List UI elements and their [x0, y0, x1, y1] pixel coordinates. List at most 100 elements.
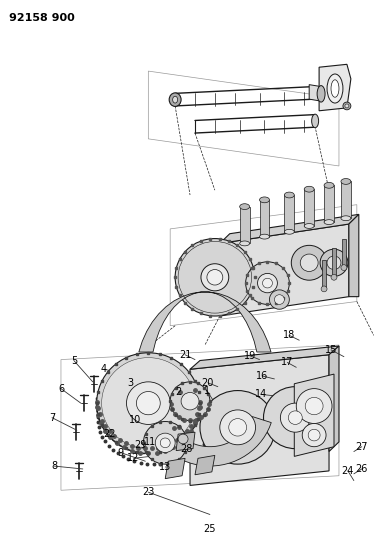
Ellipse shape [240, 204, 250, 209]
Polygon shape [319, 64, 351, 111]
Polygon shape [190, 346, 339, 369]
Circle shape [207, 270, 223, 285]
Text: 24: 24 [342, 466, 354, 476]
Polygon shape [324, 185, 334, 222]
Polygon shape [284, 195, 294, 232]
Circle shape [126, 382, 170, 424]
Text: 21: 21 [179, 350, 191, 360]
Ellipse shape [341, 179, 351, 184]
Circle shape [263, 386, 327, 449]
Polygon shape [349, 214, 359, 297]
Circle shape [327, 256, 341, 270]
Text: 15: 15 [325, 345, 337, 355]
Ellipse shape [304, 187, 314, 192]
Circle shape [280, 403, 310, 432]
Ellipse shape [324, 182, 334, 188]
Ellipse shape [284, 229, 294, 234]
Text: 11: 11 [144, 437, 156, 447]
Circle shape [102, 358, 195, 449]
Text: 20: 20 [202, 378, 214, 388]
Circle shape [341, 265, 347, 271]
Text: 28: 28 [180, 443, 192, 454]
Circle shape [170, 382, 210, 421]
Circle shape [288, 411, 302, 424]
Circle shape [320, 249, 348, 276]
Ellipse shape [327, 74, 343, 103]
Polygon shape [165, 458, 185, 479]
Circle shape [229, 418, 247, 436]
Polygon shape [220, 224, 349, 316]
Text: 92158 900: 92158 900 [9, 13, 75, 23]
Circle shape [258, 273, 277, 293]
Polygon shape [341, 181, 351, 218]
Polygon shape [220, 214, 359, 244]
Polygon shape [322, 260, 326, 289]
Text: 26: 26 [356, 464, 368, 474]
Circle shape [144, 422, 187, 464]
Text: 6: 6 [58, 384, 64, 393]
Ellipse shape [259, 234, 270, 239]
Circle shape [305, 397, 323, 415]
Text: 2: 2 [175, 386, 181, 397]
Polygon shape [304, 189, 314, 226]
Circle shape [300, 254, 318, 271]
Polygon shape [240, 207, 250, 244]
Text: 9: 9 [117, 448, 124, 457]
Polygon shape [149, 417, 271, 466]
Polygon shape [329, 346, 339, 451]
Polygon shape [259, 200, 270, 237]
Text: 23: 23 [142, 487, 154, 497]
Circle shape [181, 392, 199, 410]
Ellipse shape [331, 80, 339, 97]
Polygon shape [309, 85, 321, 101]
Ellipse shape [259, 197, 270, 203]
Circle shape [274, 295, 284, 304]
Text: 18: 18 [283, 330, 295, 341]
Circle shape [308, 429, 320, 441]
Text: 8: 8 [51, 461, 57, 471]
Circle shape [178, 434, 188, 444]
Circle shape [155, 433, 175, 453]
Text: 27: 27 [356, 442, 368, 451]
Ellipse shape [173, 96, 178, 103]
Polygon shape [342, 239, 346, 268]
Polygon shape [294, 374, 334, 456]
Polygon shape [332, 248, 336, 277]
Text: 17: 17 [281, 358, 294, 367]
Polygon shape [176, 432, 195, 450]
Text: 10: 10 [129, 415, 142, 425]
Circle shape [345, 104, 349, 108]
Text: 7: 7 [49, 413, 55, 423]
Circle shape [245, 262, 289, 304]
Circle shape [291, 245, 327, 280]
Text: 4: 4 [101, 364, 107, 374]
Circle shape [263, 278, 272, 288]
Circle shape [200, 391, 275, 464]
Text: 16: 16 [256, 371, 269, 381]
Circle shape [137, 392, 160, 415]
Circle shape [296, 389, 332, 423]
Polygon shape [139, 292, 271, 352]
Circle shape [175, 239, 254, 316]
Text: 1: 1 [204, 385, 210, 395]
Ellipse shape [304, 223, 314, 229]
Text: 5: 5 [71, 356, 77, 366]
Text: 14: 14 [256, 390, 268, 399]
Circle shape [97, 353, 200, 454]
Circle shape [270, 290, 289, 309]
Ellipse shape [284, 192, 294, 198]
Ellipse shape [341, 216, 351, 221]
Polygon shape [195, 455, 215, 475]
Text: 22: 22 [103, 429, 116, 439]
Polygon shape [190, 355, 329, 486]
Ellipse shape [324, 220, 334, 224]
Circle shape [302, 423, 326, 447]
Text: 3: 3 [128, 378, 133, 388]
Text: 13: 13 [159, 462, 171, 472]
Text: 19: 19 [244, 351, 256, 361]
Ellipse shape [317, 86, 325, 102]
Circle shape [220, 410, 256, 445]
Circle shape [201, 264, 229, 291]
Ellipse shape [240, 241, 250, 246]
Ellipse shape [312, 114, 319, 128]
